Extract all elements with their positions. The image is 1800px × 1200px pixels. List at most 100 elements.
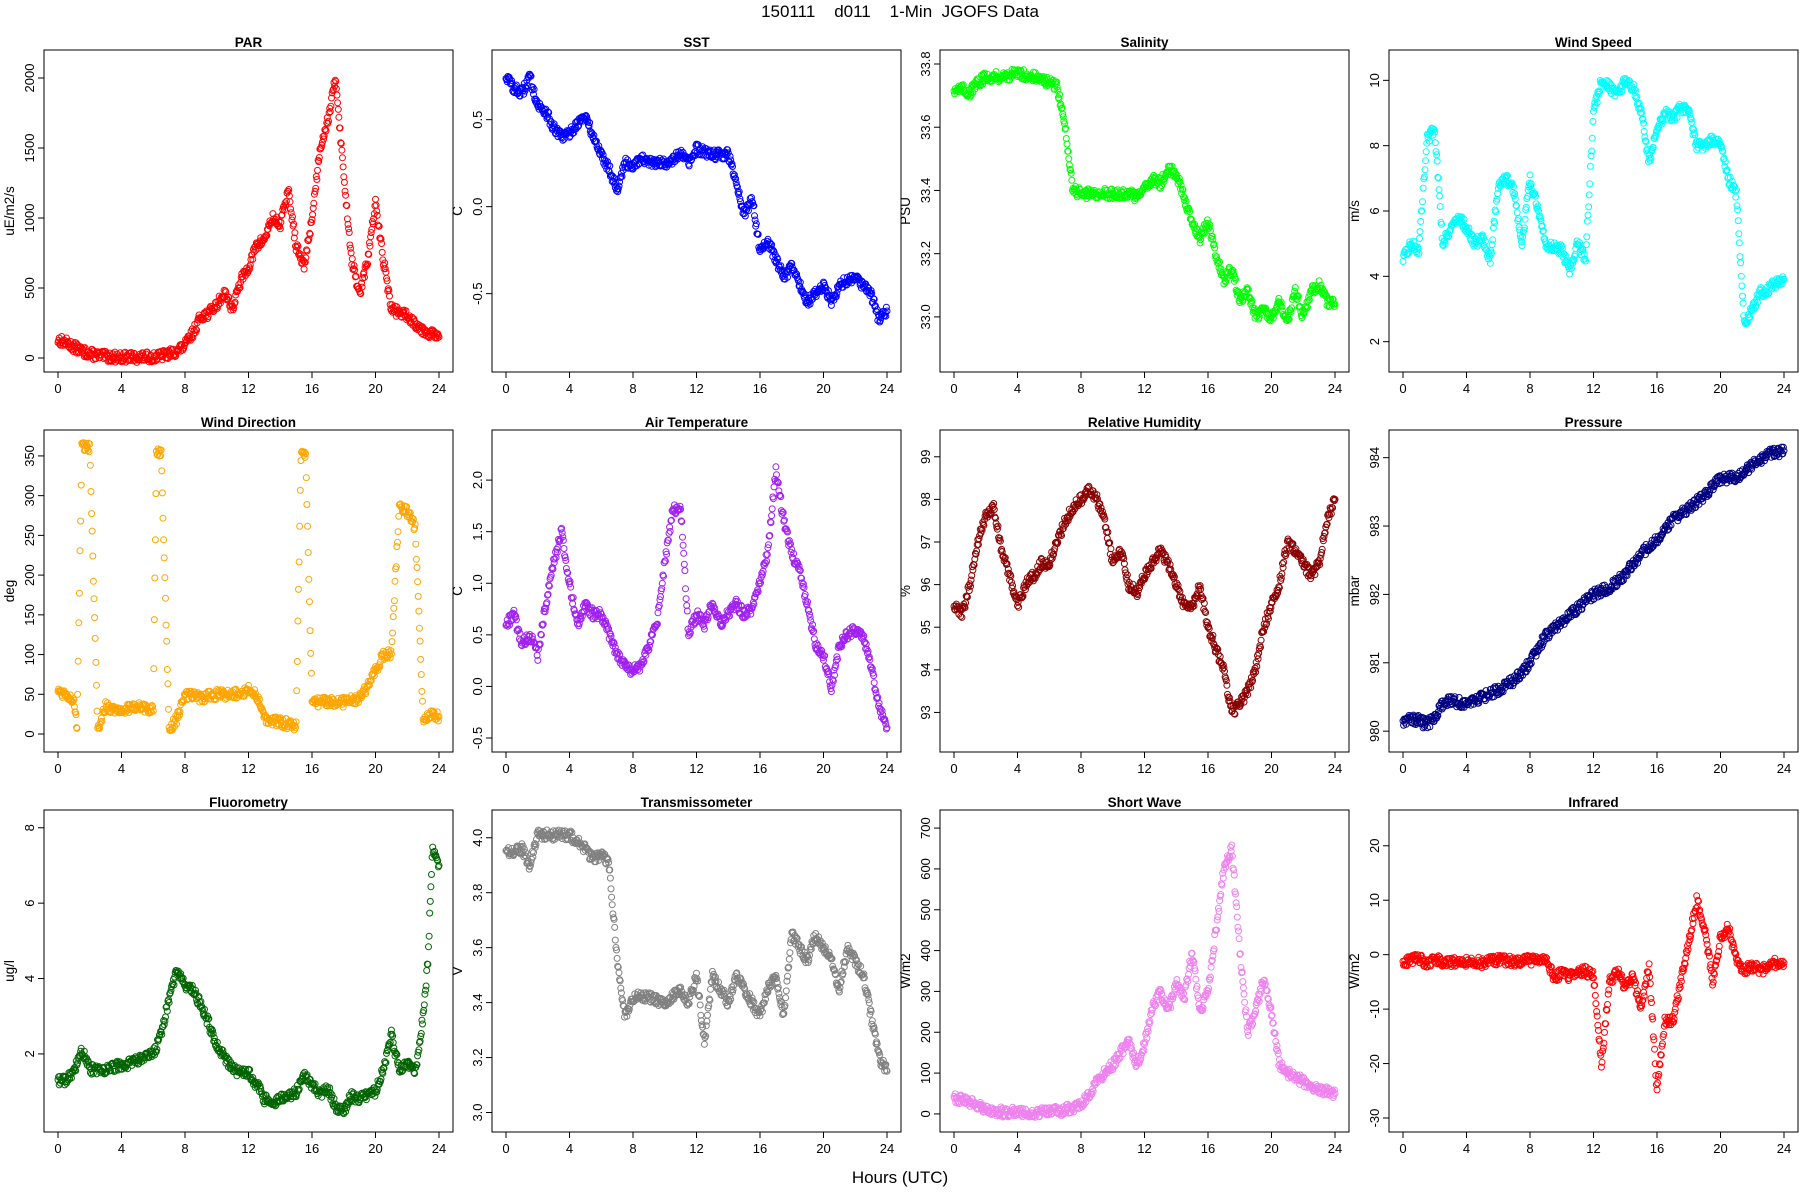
par-point <box>315 154 323 161</box>
wind-direction-points <box>54 439 443 734</box>
par-point <box>345 229 353 236</box>
salinity-xtick-label: 20 <box>1264 381 1278 396</box>
wind-direction-point <box>74 690 82 698</box>
sst-point <box>544 113 551 121</box>
sst-point <box>883 307 891 315</box>
sst-point <box>595 142 603 150</box>
wind-direction-point <box>77 517 85 525</box>
par-point <box>343 202 351 210</box>
par-point <box>334 99 342 107</box>
sst-point <box>736 195 744 203</box>
sst-point <box>633 162 641 170</box>
par-point <box>287 205 295 213</box>
sst-point <box>645 161 653 169</box>
par-point <box>357 290 365 298</box>
par-point <box>216 299 224 307</box>
par-point <box>364 260 372 268</box>
relative-humidity-xtick-label: 20 <box>1264 761 1278 776</box>
wind-direction-point <box>159 514 167 522</box>
sst-point <box>750 202 758 210</box>
par-point <box>213 304 221 312</box>
par-ytick-label: 500 <box>22 277 37 299</box>
par-point <box>290 220 298 228</box>
wind-direction-point <box>417 655 425 663</box>
par-ytick-label: 0 <box>22 354 37 361</box>
par-point <box>361 273 368 281</box>
air-temperature-ytick-label: 2.0 <box>470 471 485 489</box>
wind-speed-point <box>1736 253 1744 261</box>
wind-direction-point <box>161 574 169 582</box>
wind-direction-point <box>296 522 304 530</box>
par-point <box>336 124 344 132</box>
sst-point <box>770 248 778 256</box>
salinity-point <box>1063 140 1071 148</box>
par-point <box>320 135 328 143</box>
par-point <box>383 274 390 282</box>
par-xtick-label: 4 <box>118 381 125 396</box>
sst-point <box>726 152 734 160</box>
par-point <box>306 230 314 238</box>
salinity-point <box>1068 176 1076 184</box>
air-temperature-point <box>807 617 815 625</box>
wind-speed-point <box>1421 166 1429 174</box>
par-point <box>367 233 375 241</box>
pressure-xtick-label: 0 <box>1399 761 1406 776</box>
sst-point <box>735 188 743 196</box>
wind-direction-point <box>388 638 396 646</box>
wind-speed-plot-frame <box>1388 49 1799 373</box>
wind-direction-point <box>88 510 96 518</box>
wind-speed-point <box>1416 235 1423 242</box>
salinity-point <box>969 89 977 97</box>
par-point <box>172 352 180 360</box>
wind-direction-point <box>418 687 426 695</box>
wind-direction-point <box>93 681 100 689</box>
wind-direction-point <box>303 501 311 508</box>
relative-humidity-xtick-label: 24 <box>1328 761 1342 776</box>
air-temperature-xtick-label: 20 <box>816 761 830 776</box>
par-point <box>346 241 354 249</box>
wind-speed-ytick-label: 2 <box>1367 338 1382 345</box>
wind-direction-point <box>414 578 422 586</box>
air-temperature-xtick-label: 24 <box>880 761 894 776</box>
relative-humidity-xtick-label: 16 <box>1201 761 1215 776</box>
wind-direction-point <box>164 680 172 688</box>
wind-direction-point <box>415 607 423 615</box>
wind-speed-point <box>1436 203 1444 210</box>
sst-xtick-label: 8 <box>629 381 636 396</box>
wind-direction-point <box>75 619 83 627</box>
wind-direction-point <box>160 536 168 544</box>
air-temperature-ytick-label: -0.5 <box>470 727 485 749</box>
salinity-xtick-label: 8 <box>1077 381 1084 396</box>
wind-speed-ytick-label: 10 <box>1367 73 1382 87</box>
relative-humidity-ytick-label: 96 <box>918 577 933 591</box>
wind-direction-point <box>89 552 97 560</box>
sst-point <box>559 136 567 144</box>
relative-humidity-ytick-label: 94 <box>918 663 933 677</box>
wind-speed-point <box>1585 203 1593 211</box>
par-point <box>373 207 381 215</box>
sst-point <box>751 216 759 224</box>
wind-direction-ytick-label: 150 <box>22 604 37 626</box>
wind-direction-point <box>74 657 82 665</box>
wind-speed-point <box>1738 282 1746 290</box>
par-point <box>239 275 247 283</box>
wind-direction-point <box>394 528 402 536</box>
par-point <box>338 146 346 154</box>
wind-speed-point <box>1739 292 1746 300</box>
par-point <box>311 187 319 195</box>
sst-point <box>834 285 842 293</box>
wind-direction-xtick-label: 16 <box>305 761 319 776</box>
sst-point <box>599 151 607 159</box>
sst-point <box>788 260 796 267</box>
par-point <box>282 197 290 205</box>
par-point <box>378 240 386 247</box>
wind-speed-point <box>1431 139 1439 147</box>
pressure-title: Pressure <box>1565 415 1623 430</box>
par-point <box>322 127 330 135</box>
wind-direction-point <box>389 613 397 621</box>
wind-direction-point <box>91 614 99 622</box>
figure-title: 150111 d011 1-Min JGOFS Data <box>761 2 1039 21</box>
salinity-title: Salinity <box>1120 35 1169 50</box>
air-temperature-point <box>560 545 568 552</box>
